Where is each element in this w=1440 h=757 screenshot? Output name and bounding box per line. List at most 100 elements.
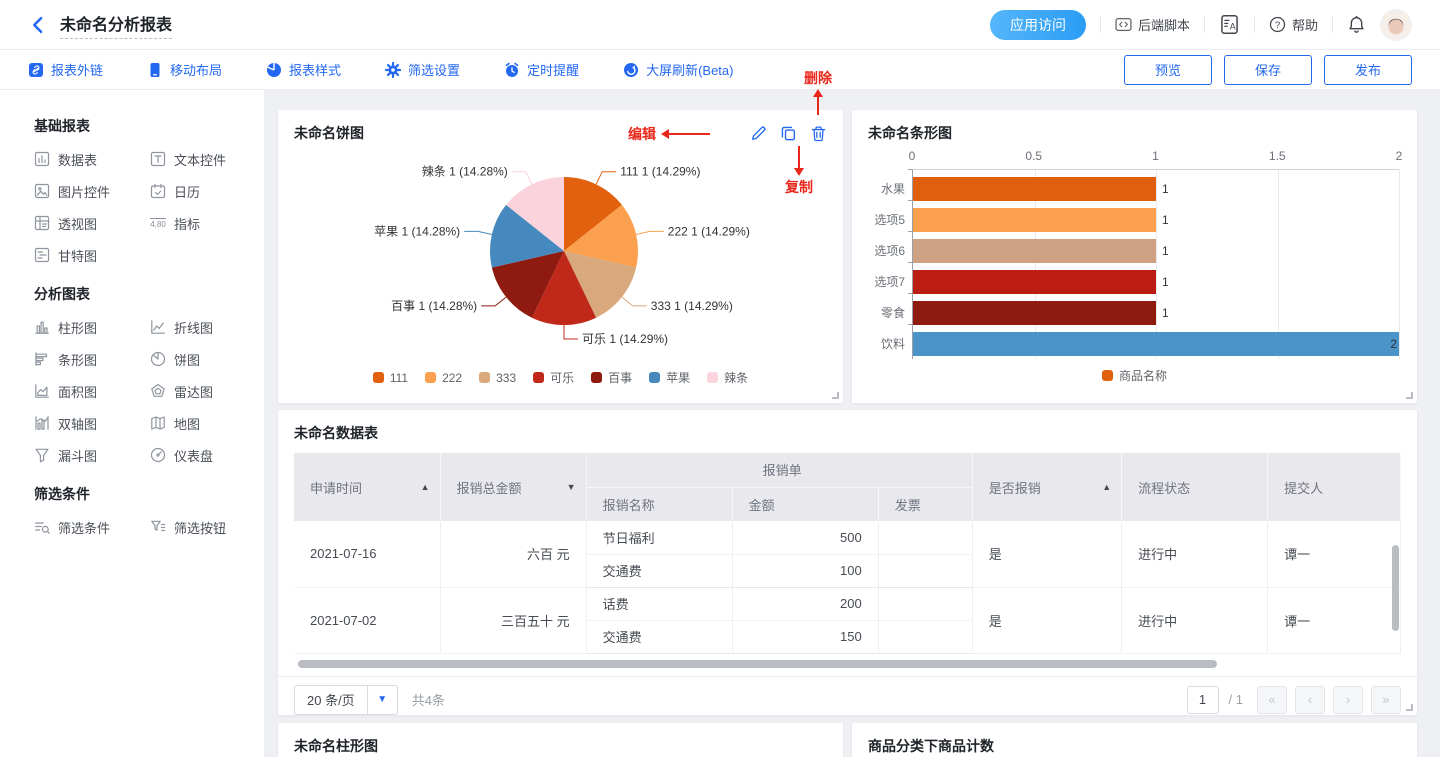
copy-icon[interactable] xyxy=(780,125,797,142)
data-table-card[interactable]: 未命名数据表 申请时间 ▲ 报销总金额 ▼ 报销单 是否报销 ▲ 流程状态 提交人 报销名称 金额发… xyxy=(278,410,1417,715)
sidebar-item-image[interactable]: 图片控件 xyxy=(34,182,150,200)
bar-chart-card[interactable]: 未命名条形图 0 0.5 1 1.5 2 水果 1 选项5 1 选项6 1 选项7 1 零食 1 饮料 2 商… xyxy=(852,110,1417,403)
column-header-是否报销[interactable]: 是否报销 ▲ xyxy=(972,453,1123,521)
pie-slice-辣条[interactable] xyxy=(506,177,564,251)
sort-asc-icon[interactable]: ▲ xyxy=(1102,482,1112,492)
sort-desc-icon[interactable]: ▼ xyxy=(566,482,576,492)
bar-value-label: 1 xyxy=(1162,306,1169,320)
sidebar-item-metric[interactable]: 4,80 指标 xyxy=(150,216,201,232)
column-group-报销单: 报销单 xyxy=(586,453,973,488)
resize-handle[interactable] xyxy=(832,392,839,399)
legend-item-百事[interactable]: 百事 xyxy=(591,369,632,386)
edit-icon[interactable] xyxy=(750,125,767,142)
resize-handle[interactable] xyxy=(1406,392,1413,399)
bar-零食[interactable] xyxy=(913,301,1156,325)
prev-page-button[interactable]: ‹ xyxy=(1295,685,1325,714)
notification-bell-icon[interactable] xyxy=(1347,15,1366,34)
legend-item-可乐[interactable]: 可乐 xyxy=(533,369,574,386)
preview-button[interactable]: 预览 xyxy=(1124,54,1212,85)
sidebar-item-calendar[interactable]: 日历 xyxy=(150,182,266,200)
legend-item-苹果[interactable]: 苹果 xyxy=(649,369,690,386)
legend-item-111[interactable]: 111 xyxy=(372,371,408,385)
legend-item-商品名称[interactable]: 商品名称 xyxy=(1101,367,1167,384)
sidebar-item-radar[interactable]: 雷达图 xyxy=(150,382,266,400)
pie-slice-111[interactable] xyxy=(564,177,622,251)
column-chart-card[interactable]: 未命名柱形图 xyxy=(278,723,843,757)
pie-slice-222[interactable] xyxy=(564,204,638,268)
table-row[interactable]: 交通费 150 xyxy=(294,620,1401,654)
column-header-金额[interactable]: 金额 xyxy=(732,487,879,521)
legend-item-222[interactable]: 222 xyxy=(425,371,462,385)
sidebar-item-column[interactable]: 柱形图 xyxy=(34,318,150,336)
sidebar-item-gauge[interactable]: 仪表盘 xyxy=(150,446,266,464)
resize-handle[interactable] xyxy=(1406,704,1413,711)
toolbar-item-refresh[interactable]: 大屏刷新(Beta) xyxy=(623,60,733,79)
last-page-button[interactable]: » xyxy=(1371,685,1401,714)
vertical-scrollbar[interactable] xyxy=(1392,545,1399,631)
sidebar-item-pie-s[interactable]: 饼图 xyxy=(150,350,266,368)
top-header: 未命名分析报表 应用访问 后端脚本 A ? 帮助 xyxy=(0,0,1440,50)
page-size-select[interactable]: 20 条/页 ▼ xyxy=(294,684,398,715)
bar-水果[interactable] xyxy=(913,177,1156,201)
legend-item-333[interactable]: 333 xyxy=(479,371,516,385)
translate-icon[interactable]: A xyxy=(1219,14,1240,35)
pie-slice-苹果[interactable] xyxy=(490,204,564,268)
help-button[interactable]: ? 帮助 xyxy=(1269,15,1318,34)
toolbar-item-gear[interactable]: 筛选设置 xyxy=(385,60,460,79)
bar-选项6[interactable] xyxy=(913,239,1156,263)
legend-item-辣条[interactable]: 辣条 xyxy=(707,369,748,386)
column-header-报销总金额[interactable]: 报销总金额 ▼ xyxy=(440,453,587,521)
bar-饮料[interactable] xyxy=(913,332,1399,356)
horizontal-scrollbar[interactable] xyxy=(294,659,1401,668)
toolbar-item-alarm[interactable]: 定时提醒 xyxy=(504,60,579,79)
gridline xyxy=(1156,170,1157,359)
sidebar-item-map[interactable]: 地图 xyxy=(150,414,266,432)
sidebar-item-bar-h[interactable]: 条形图 xyxy=(34,350,150,368)
page-number-input[interactable] xyxy=(1186,685,1219,714)
pie-label-line xyxy=(481,296,507,307)
table-row[interactable]: 2021-07-02 三百五十 元话费 200 是进行中 谭一 xyxy=(294,587,1401,654)
bar-选项5[interactable] xyxy=(913,208,1156,232)
pie-chart-card[interactable]: 未命名饼图 xyxy=(278,70,843,403)
toolbar-item-mobile[interactable]: 移动布局 xyxy=(147,60,222,79)
sidebar-item-data-table[interactable]: 数据表 xyxy=(34,150,150,168)
pie-slice-百事[interactable] xyxy=(491,251,564,318)
report-title[interactable]: 未命名分析报表 xyxy=(60,11,173,39)
publish-button[interactable]: 发布 xyxy=(1324,54,1412,85)
next-page-button[interactable]: › xyxy=(1333,685,1363,714)
cell-reimbursed: 是 xyxy=(972,587,1123,654)
legend-swatch xyxy=(479,372,491,383)
column-header-流程状态[interactable]: 流程状态 xyxy=(1121,453,1269,521)
toolbar-item-pie[interactable]: 报表样式 xyxy=(266,60,341,79)
sidebar-item-filter[interactable]: 筛选条件 xyxy=(34,518,150,536)
sort-asc-icon[interactable]: ▲ xyxy=(420,482,430,492)
save-button[interactable]: 保存 xyxy=(1224,54,1312,85)
data-table-icon xyxy=(34,151,50,167)
column-header-提交人[interactable]: 提交人 xyxy=(1267,453,1401,521)
pie-icon xyxy=(266,62,282,78)
bar-选项7[interactable] xyxy=(913,270,1156,294)
pie-slice-333[interactable] xyxy=(564,251,637,318)
back-icon[interactable] xyxy=(28,15,48,35)
sidebar-item-filter-btn[interactable]: 筛选按钮 xyxy=(150,518,266,536)
sidebar-item-gantt[interactable]: 甘特图 xyxy=(34,246,150,264)
category-count-card[interactable]: 商品分类下商品计数 xyxy=(852,723,1417,757)
backend-script-button[interactable]: 后端脚本 xyxy=(1115,15,1190,34)
first-page-button[interactable]: « xyxy=(1257,685,1287,714)
column-header-发票[interactable]: 发票 xyxy=(878,487,973,521)
sidebar-item-text[interactable]: 文本控件 xyxy=(150,150,266,168)
sidebar-item-area[interactable]: 面积图 xyxy=(34,382,150,400)
delete-icon[interactable] xyxy=(810,125,827,142)
app-access-button[interactable]: 应用访问 xyxy=(989,9,1086,40)
column-header-报销名称[interactable]: 报销名称 xyxy=(586,487,733,521)
column-header-申请时间[interactable]: 申请时间 ▲ xyxy=(294,453,441,521)
table-row[interactable]: 交通费 100 xyxy=(294,554,1401,588)
sidebar-item-line[interactable]: 折线图 xyxy=(150,318,266,336)
sidebar-item-dual-axis[interactable]: 双轴图 xyxy=(34,414,150,432)
table-row[interactable]: 2021-07-16 六百 元节日福利 500 是进行中 谭一 xyxy=(294,521,1401,588)
sidebar-item-pivot[interactable]: 透视图 xyxy=(34,214,150,232)
user-avatar[interactable] xyxy=(1380,8,1412,41)
pie-slice-可乐[interactable] xyxy=(531,251,597,326)
sidebar-item-funnel[interactable]: 漏斗图 xyxy=(34,446,150,464)
toolbar-item-link[interactable]: 报表外链 xyxy=(28,60,103,79)
